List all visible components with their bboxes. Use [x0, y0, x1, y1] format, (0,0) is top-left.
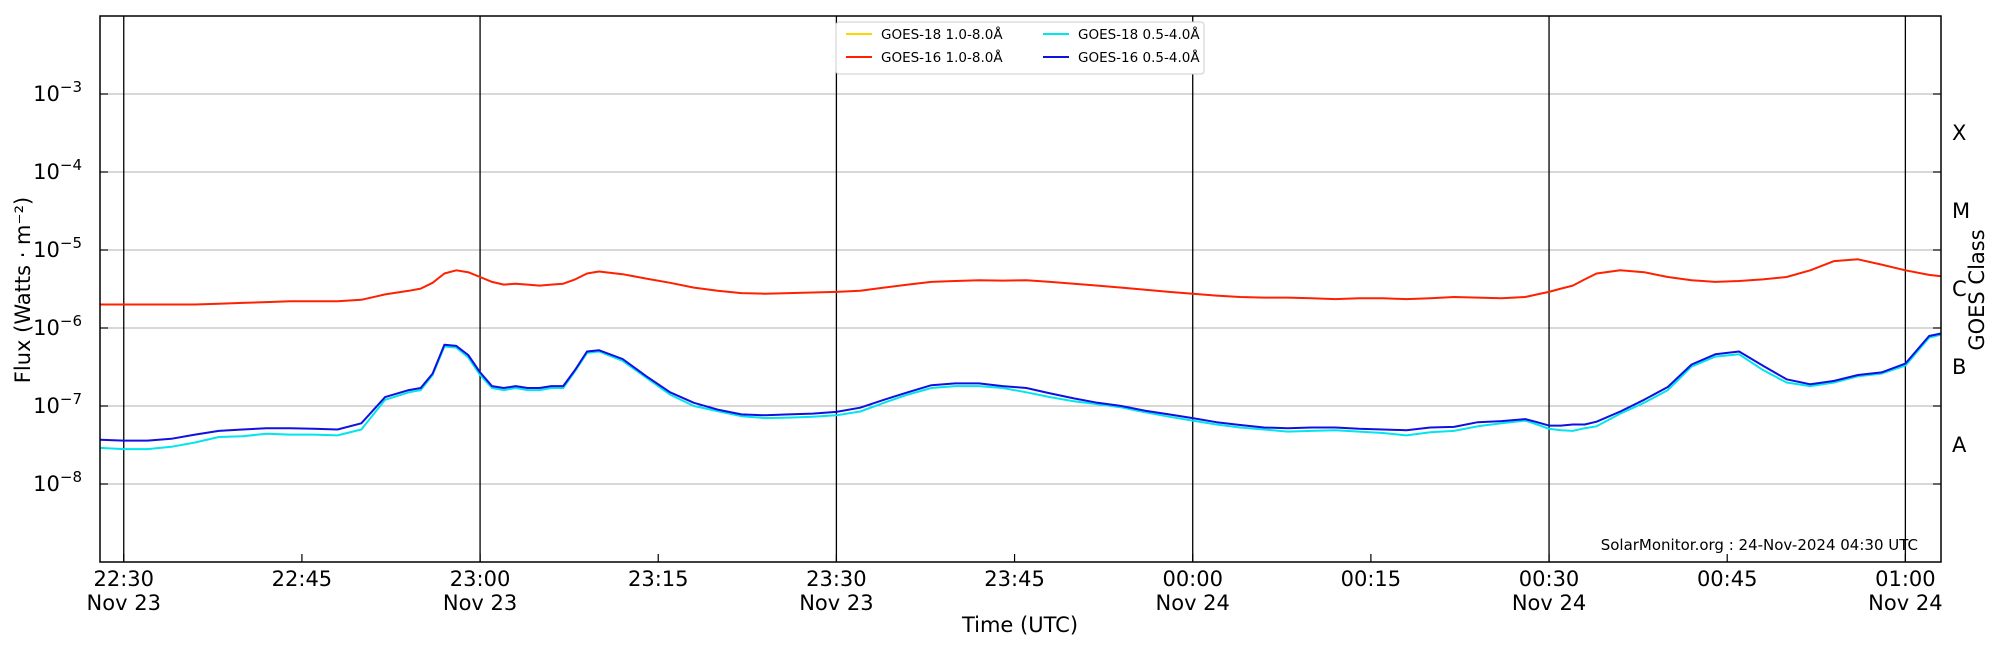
x-tick-label: 00:00 — [1162, 567, 1223, 591]
y-tick-label: 10−5 — [33, 234, 82, 262]
legend-box — [835, 21, 1205, 75]
x-tick-label: 00:15 — [1341, 567, 1402, 591]
series-line-1 — [99, 333, 1942, 451]
x-tick-label: 23:30 — [806, 567, 867, 591]
x-tick-label: 01:00 — [1875, 567, 1936, 591]
series-layer — [99, 258, 1942, 451]
grid-layer — [100, 93, 1941, 485]
legend: GOES-18 1.0-8.0Å GOES-18 0.5-4.0Å GOES-16 … — [835, 21, 1205, 75]
series-line-3 — [99, 332, 1942, 442]
x-tick-label: 22:30 — [93, 567, 154, 591]
y-tick-label: 10−4 — [33, 156, 82, 184]
series-line-2 — [100, 258, 1942, 306]
legend-label: GOES-18 0.5-4.0Å — [1078, 26, 1200, 43]
x-tick-date: Nov 24 — [1868, 591, 1942, 615]
x-tick-label: 00:45 — [1697, 567, 1758, 591]
x-tick-label: 00:30 — [1519, 567, 1580, 591]
x-tick-label: 23:00 — [450, 567, 511, 591]
y-tick-label: 10−8 — [33, 468, 82, 496]
goes-class-label: A — [1952, 433, 1967, 457]
watermark: SolarMonitor.org : 24-Nov-2024 04:30 UTC — [1601, 536, 1918, 554]
x-tick-date: Nov 24 — [1512, 591, 1586, 615]
plot-frame — [99, 15, 1942, 563]
y-tick-label: 10−3 — [33, 78, 82, 106]
legend-label: GOES-16 0.5-4.0Å — [1078, 49, 1200, 66]
x-axis-label: Time (UTC) — [961, 613, 1078, 637]
x-tick-date: Nov 23 — [799, 591, 873, 615]
goes-class-label: B — [1952, 355, 1966, 379]
y-axis-ticks: 10−8 10−7 10−6 10−5 10−4 10−3 — [33, 78, 1941, 496]
goes-class-label: M — [1952, 199, 1970, 223]
goes-class-label: X — [1952, 121, 1966, 145]
y-tick-label: 10−6 — [33, 312, 82, 340]
y-axis-label: Flux (Watts · m⁻²) — [11, 197, 35, 383]
goes-class-labels: A B C M X — [1952, 121, 1970, 457]
y2-axis-label: GOES Class — [1965, 229, 1989, 350]
x-tick-label: 23:15 — [628, 567, 689, 591]
goes-class-label: C — [1952, 277, 1967, 301]
legend-label: GOES-16 1.0-8.0Å — [881, 49, 1003, 66]
x-tick-label: 22:45 — [272, 567, 333, 591]
x-tick-date: Nov 23 — [87, 591, 161, 615]
legend-label: GOES-18 1.0-8.0Å — [881, 26, 1003, 43]
day-separator-lines — [123, 16, 1907, 562]
y-tick-label: 10−7 — [33, 390, 82, 418]
x-tick-label: 23:45 — [984, 567, 1045, 591]
x-tick-date: Nov 24 — [1156, 591, 1230, 615]
x-tick-date: Nov 23 — [443, 591, 517, 615]
